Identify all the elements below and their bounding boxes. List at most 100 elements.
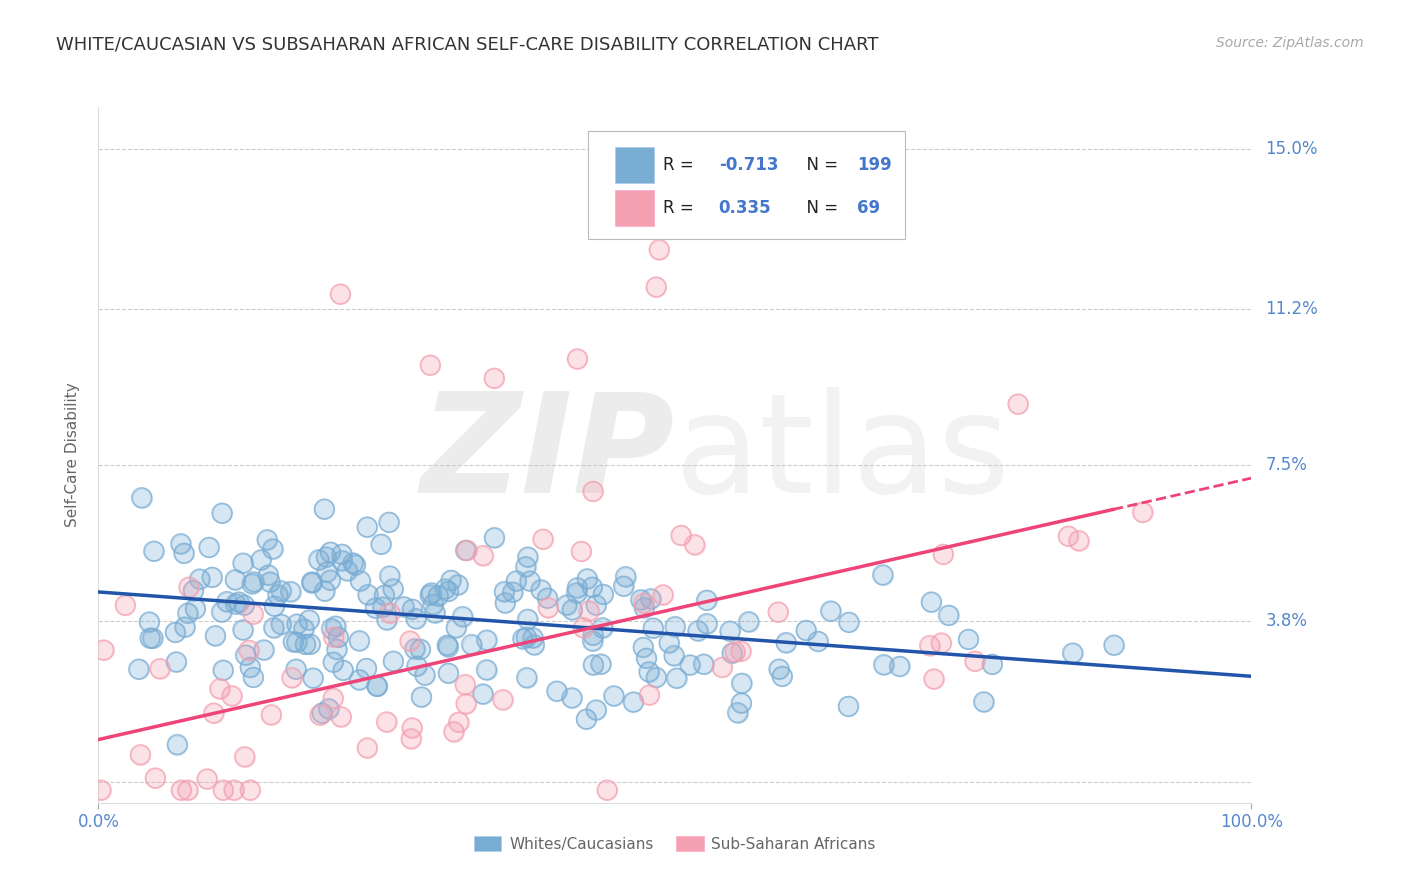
Point <box>648 243 671 257</box>
Point <box>922 672 945 686</box>
Point <box>322 630 344 644</box>
Point <box>536 591 558 606</box>
Point <box>451 609 474 624</box>
Point <box>889 659 911 673</box>
Point <box>242 670 264 684</box>
Point <box>633 600 655 615</box>
Point <box>561 603 583 617</box>
Point <box>443 724 465 739</box>
Point <box>233 598 256 612</box>
Point <box>932 547 955 561</box>
Point <box>228 595 250 609</box>
Point <box>321 622 343 636</box>
Point <box>531 533 554 547</box>
Point <box>494 596 516 610</box>
Point <box>114 599 136 613</box>
Text: 3.8%: 3.8% <box>1265 613 1308 631</box>
Point <box>492 692 515 706</box>
Point <box>404 641 426 656</box>
Point <box>436 638 458 652</box>
Point <box>484 371 506 385</box>
Point <box>437 666 460 681</box>
Point <box>631 640 654 655</box>
Point <box>280 584 302 599</box>
Point <box>730 696 752 710</box>
Point <box>270 617 292 632</box>
Point <box>409 642 432 657</box>
Point <box>578 604 600 618</box>
Point <box>309 708 332 723</box>
Point <box>460 638 482 652</box>
Point <box>475 663 498 677</box>
Point <box>201 570 224 584</box>
Point <box>298 613 321 627</box>
Point <box>420 586 443 600</box>
Point <box>93 643 115 657</box>
Point <box>142 544 165 558</box>
Point <box>314 584 336 599</box>
Point <box>270 583 292 598</box>
Text: N =: N = <box>796 199 844 217</box>
Point <box>319 545 342 559</box>
Point <box>142 544 165 558</box>
Point <box>260 707 283 722</box>
Point <box>645 671 668 685</box>
Point <box>582 628 605 642</box>
Point <box>170 783 193 797</box>
Point <box>319 573 342 587</box>
Point <box>139 631 162 645</box>
Point <box>232 623 254 637</box>
Point <box>423 606 446 620</box>
Point <box>581 580 603 594</box>
Point <box>567 581 589 595</box>
Point <box>665 671 688 685</box>
Point <box>596 783 619 797</box>
Point <box>256 533 278 547</box>
Point <box>633 600 655 615</box>
Point <box>963 654 986 668</box>
Point <box>572 621 595 635</box>
Point <box>399 634 422 648</box>
Point <box>131 491 153 505</box>
Point <box>645 671 668 685</box>
Point <box>582 484 605 499</box>
Point <box>329 287 352 301</box>
Point <box>492 692 515 706</box>
Point <box>589 657 612 672</box>
Point <box>873 657 896 672</box>
Point <box>211 605 233 619</box>
Point <box>195 772 218 786</box>
Point <box>253 643 276 657</box>
Point <box>356 661 378 675</box>
Point <box>456 543 478 558</box>
Point <box>373 588 395 602</box>
Text: R =: R = <box>664 199 699 217</box>
Point <box>530 582 553 597</box>
Text: -0.713: -0.713 <box>718 156 778 174</box>
Point <box>592 587 614 601</box>
Point <box>378 516 401 530</box>
Point <box>165 625 187 640</box>
Point <box>270 583 292 598</box>
Point <box>330 553 353 567</box>
Point <box>502 585 524 599</box>
Point <box>314 502 336 516</box>
Point <box>807 634 830 648</box>
Point <box>332 664 354 678</box>
Point <box>640 591 662 606</box>
Point <box>233 749 256 764</box>
Point <box>1102 638 1125 652</box>
Point <box>329 287 352 301</box>
Point <box>315 550 337 565</box>
Point <box>692 657 714 672</box>
Point <box>302 671 325 685</box>
Point <box>454 677 477 691</box>
Point <box>592 621 614 635</box>
Text: N =: N = <box>796 156 844 174</box>
Point <box>256 533 278 547</box>
Point <box>221 689 243 703</box>
Point <box>204 629 226 643</box>
Point <box>472 549 495 563</box>
Point <box>232 556 254 570</box>
Point <box>188 572 211 586</box>
